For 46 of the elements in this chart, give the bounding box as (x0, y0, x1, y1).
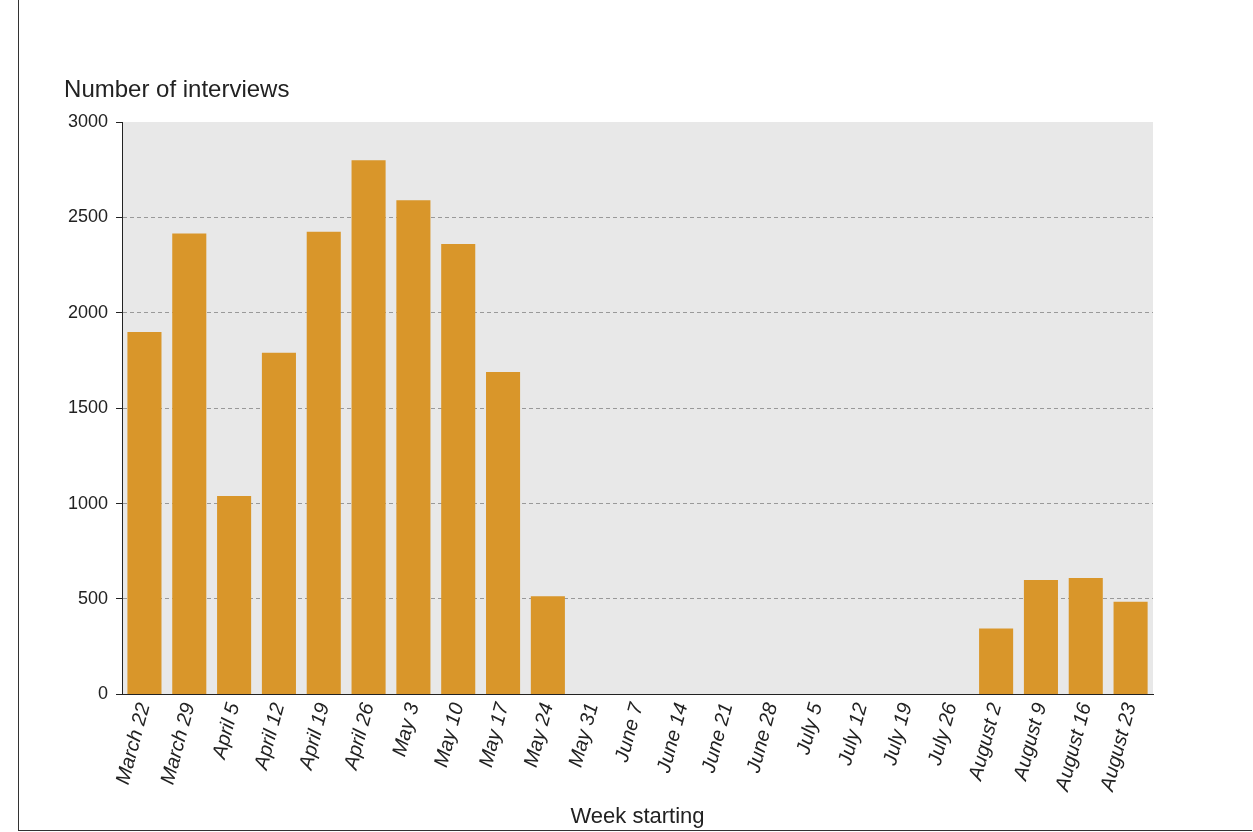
y-axis-title: Number of interviews (64, 74, 290, 102)
x-tick-label: August 9 (1008, 700, 1051, 784)
x-tick-label: June 28 (741, 700, 782, 776)
y-tick-label: 500 (78, 587, 109, 608)
x-tick-label: May 10 (429, 700, 468, 770)
bar (530, 596, 565, 694)
x-tick-label: August 16 (1050, 699, 1096, 794)
x-tick-label: July 19 (877, 700, 916, 769)
x-tick-label: July 12 (832, 700, 871, 769)
bar (396, 200, 431, 694)
x-tick-label: August 2 (963, 700, 1006, 784)
x-tick-label: March 22 (110, 700, 154, 787)
bar (979, 628, 1014, 694)
x-tick-label: April 12 (249, 700, 289, 773)
x-tick-label: April 19 (293, 700, 333, 773)
x-axis-title: Week starting (570, 802, 705, 828)
bar (217, 495, 252, 694)
x-tick-label: April 5 (207, 699, 244, 762)
bar (306, 231, 341, 694)
x-tick-label: May 3 (387, 700, 423, 759)
bar (1023, 579, 1058, 694)
x-tick-label: April 26 (338, 699, 379, 773)
x-tick-label: June 7 (609, 699, 647, 765)
y-tick-label: 2500 (68, 206, 109, 227)
x-tick-label: August 23 (1095, 700, 1140, 794)
x-tick-label: May 17 (474, 699, 513, 770)
y-tick-label: 2000 (68, 301, 109, 322)
bar (441, 244, 476, 694)
bar (1113, 601, 1148, 694)
y-tick-label: 1000 (68, 492, 109, 513)
bar (172, 233, 207, 694)
y-tick-label: 3000 (68, 110, 109, 131)
x-tick-label: July 5 (791, 699, 827, 758)
x-tick-label: June 14 (651, 700, 692, 776)
y-tick-label: 1500 (68, 397, 109, 418)
x-tick-label: June 21 (696, 700, 737, 776)
y-tick-label: 0 (98, 683, 109, 704)
bar (127, 331, 162, 694)
x-tick-label: May 31 (563, 700, 602, 770)
x-tick-label: May 24 (518, 700, 558, 770)
bar (486, 371, 521, 694)
bar (1068, 578, 1103, 694)
bar (261, 352, 296, 694)
bar (351, 160, 386, 694)
x-tick-label: July 26 (922, 699, 961, 769)
x-tick-label: March 29 (155, 700, 199, 787)
